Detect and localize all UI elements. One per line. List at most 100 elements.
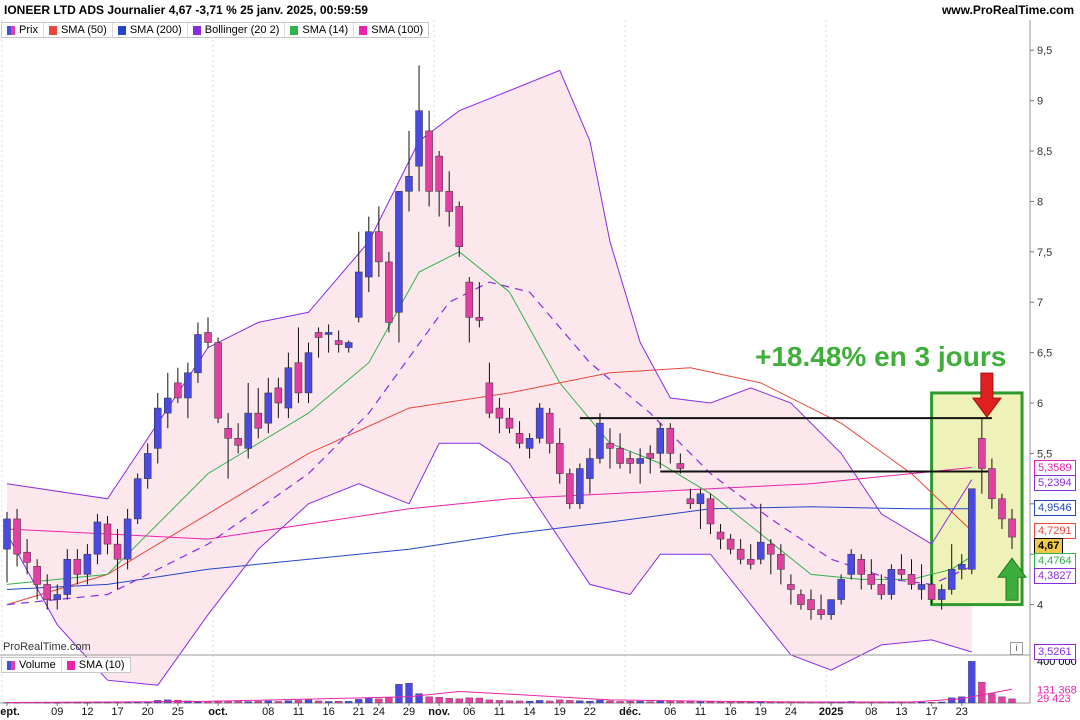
x-tick-label: sept. xyxy=(0,706,20,718)
x-tick-label: 25 xyxy=(172,706,184,718)
x-tick-label: 16 xyxy=(724,706,736,718)
candle-body xyxy=(314,332,323,338)
y-tick-label: 5,5 xyxy=(1037,448,1052,460)
candle-body xyxy=(485,382,494,414)
info-icon[interactable]: i xyxy=(1010,642,1023,655)
volume-bar xyxy=(917,701,926,704)
volume-bar xyxy=(626,700,634,704)
candle-body xyxy=(365,231,373,278)
candle-body xyxy=(837,579,845,600)
legend-swatch-icon xyxy=(290,25,299,35)
legend-swatch-icon xyxy=(66,660,75,670)
candle-body xyxy=(53,594,61,600)
volume-bar xyxy=(53,702,61,704)
candle-body xyxy=(43,584,51,600)
candle-body xyxy=(807,599,815,610)
legend-swatch-icon xyxy=(48,25,57,35)
volume-bar xyxy=(375,698,383,704)
volume-bar xyxy=(103,702,112,704)
x-tick-label: 06 xyxy=(664,706,676,718)
volume-bar xyxy=(304,699,313,704)
volume-bar xyxy=(978,681,986,704)
candle-body xyxy=(515,433,524,444)
candle-body xyxy=(525,438,534,449)
x-tick-label: 19 xyxy=(755,706,767,718)
sell-arrow-icon xyxy=(971,372,1002,418)
y-tick-label: 4 xyxy=(1037,600,1043,612)
candle-body xyxy=(334,340,343,345)
legend-swatch-icon xyxy=(7,25,15,35)
candle-body xyxy=(656,427,664,454)
candle-body xyxy=(817,609,825,615)
candle-body xyxy=(556,443,564,474)
volume-bar xyxy=(505,700,514,704)
performance-annotation: +18.48% en 3 jours xyxy=(755,341,1007,372)
x-tick-label: 17 xyxy=(925,706,937,718)
legend-item[interactable]: SMA (14) xyxy=(285,23,355,37)
legend-label: Prix xyxy=(19,24,38,36)
candle-body xyxy=(13,518,21,555)
volume-bar xyxy=(445,698,453,704)
x-tick-label: 12 xyxy=(81,706,93,718)
x-tick-label: 29 xyxy=(403,706,415,718)
candle-body xyxy=(63,558,72,595)
candle-body xyxy=(716,531,725,540)
legend-item[interactable]: SMA (100) xyxy=(354,23,428,37)
candle-body xyxy=(636,458,644,464)
legend-item[interactable]: SMA (200) xyxy=(113,23,188,37)
legend-item[interactable]: Bollinger (20 2) xyxy=(188,23,286,37)
volume-bar xyxy=(264,700,272,704)
price-axis-label: 3,5261 xyxy=(1034,644,1076,661)
candle-body xyxy=(274,387,283,404)
candle-body xyxy=(254,412,262,429)
candle-body xyxy=(154,407,162,449)
volume-bar xyxy=(244,701,252,704)
x-tick-label: 14 xyxy=(523,706,535,718)
volume-bar xyxy=(686,701,695,704)
legend-label: SMA (200) xyxy=(129,24,182,36)
legend-item[interactable]: SMA (10) xyxy=(62,658,130,672)
volume-bar xyxy=(83,702,92,704)
candle-body xyxy=(897,569,906,575)
volume-bar xyxy=(525,700,534,704)
candle-body xyxy=(385,261,393,323)
legend-item[interactable]: Volume xyxy=(2,658,62,672)
candle-body xyxy=(566,473,574,505)
site-url[interactable]: www.ProRealTime.com xyxy=(941,3,1074,17)
candle-body xyxy=(937,589,946,600)
x-tick-label: oct. xyxy=(208,706,228,718)
volume-bar xyxy=(606,700,614,704)
volume-bar xyxy=(927,702,936,704)
volume-bar xyxy=(576,700,584,704)
volume-bar xyxy=(385,697,393,704)
candle-body xyxy=(746,558,755,565)
legend-swatch-icon xyxy=(117,25,126,35)
volume-bar xyxy=(274,701,283,704)
candle-body xyxy=(495,407,504,419)
chart-title: IONEER LTD ADS Journalier 4,67 -3,71 % 2… xyxy=(4,3,368,17)
candle-body xyxy=(244,412,252,449)
candle-body xyxy=(465,281,474,318)
y-tick-label: 9 xyxy=(1037,96,1043,108)
candle-body xyxy=(576,468,584,505)
legend-item[interactable]: Prix xyxy=(2,23,44,37)
volume-legend[interactable]: Volume SMA (10) xyxy=(1,657,131,673)
candle-body xyxy=(686,498,695,505)
x-tick-label: 11 xyxy=(293,706,304,718)
legend-item[interactable]: SMA (50) xyxy=(44,23,113,37)
candle-body xyxy=(73,558,82,575)
volume-bar xyxy=(324,701,333,704)
y-tick-label: 8 xyxy=(1037,196,1043,208)
candle-body xyxy=(988,468,996,500)
candle-body xyxy=(877,584,886,595)
candle-body xyxy=(123,518,132,560)
x-tick-label: 09 xyxy=(51,706,63,718)
indicator-legend[interactable]: Prix SMA (50) SMA (200) Bollinger (20 2) SMA… xyxy=(1,22,430,38)
x-tick-label: 11 xyxy=(695,706,706,718)
candle-body xyxy=(355,271,363,318)
volume-bar xyxy=(536,700,544,704)
volume-bar xyxy=(566,700,574,704)
volume-bar xyxy=(345,701,353,704)
volume-bar xyxy=(646,701,654,704)
